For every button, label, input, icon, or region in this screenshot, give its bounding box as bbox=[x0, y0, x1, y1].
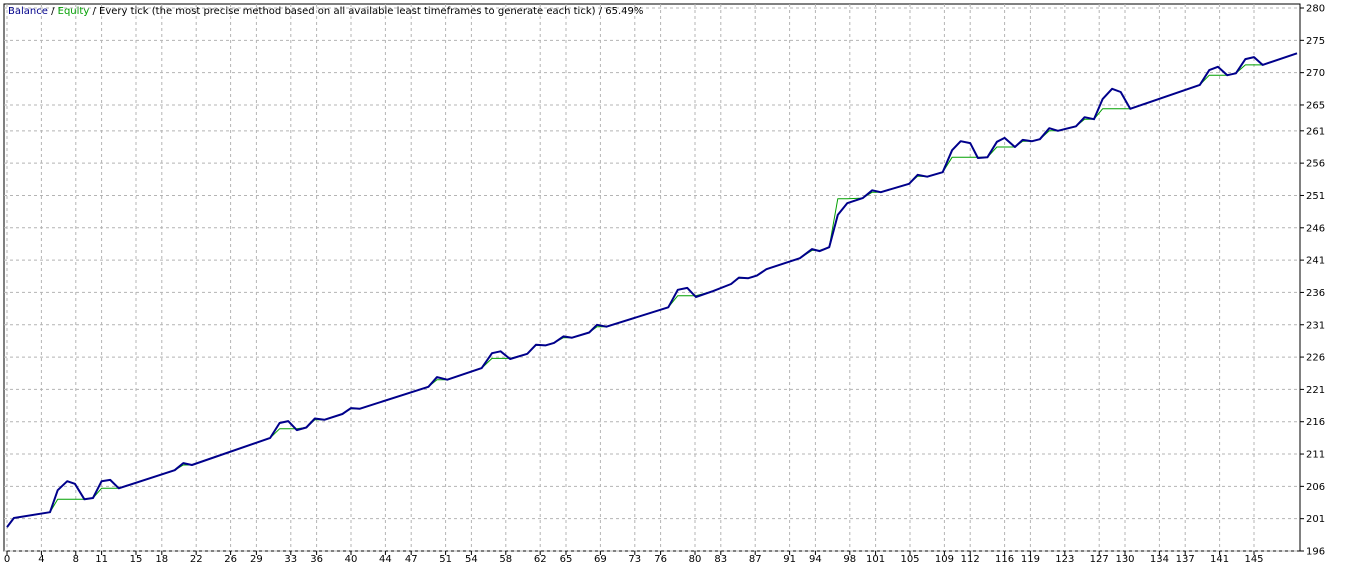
x-tick-label: 73 bbox=[628, 554, 641, 565]
x-tick-label: 51 bbox=[439, 554, 452, 565]
y-tick-label: 231 bbox=[1306, 320, 1325, 331]
x-tick-label: 123 bbox=[1055, 554, 1074, 565]
x-tick-label: 0 bbox=[4, 554, 10, 565]
x-tick-label: 29 bbox=[250, 554, 263, 565]
legend: Balance / Equity / Every tick (the most … bbox=[8, 6, 643, 17]
separator: / bbox=[598, 6, 603, 17]
x-tick-label: 40 bbox=[345, 554, 358, 565]
x-tick-label: 65 bbox=[560, 554, 573, 565]
series-line bbox=[6, 52, 1298, 528]
x-tick-label: 8 bbox=[73, 554, 79, 565]
x-tick-label: 98 bbox=[843, 554, 856, 565]
x-tick-label: 91 bbox=[783, 554, 796, 565]
legend-entry: Balance bbox=[8, 6, 48, 17]
y-tick-label: 261 bbox=[1306, 126, 1325, 137]
x-tick-label: 4 bbox=[38, 554, 44, 565]
x-tick-label: 18 bbox=[155, 554, 168, 565]
x-tick-label: 94 bbox=[809, 554, 822, 565]
separator: / bbox=[92, 6, 96, 17]
x-tick-label: 83 bbox=[714, 554, 727, 565]
x-tick-label: 69 bbox=[594, 554, 607, 565]
y-tick-label: 236 bbox=[1306, 288, 1325, 299]
y-tick-label: 216 bbox=[1306, 417, 1325, 428]
y-tick-label: 270 bbox=[1306, 68, 1325, 79]
y-tick-label: 251 bbox=[1306, 191, 1325, 202]
x-tick-label: 137 bbox=[1176, 554, 1195, 565]
subtitle: Every tick (the most precise method base… bbox=[99, 6, 596, 17]
x-tick-label: 119 bbox=[1021, 554, 1040, 565]
x-tick-label: 145 bbox=[1244, 554, 1263, 565]
x-tick-label: 36 bbox=[310, 554, 323, 565]
x-tick-label: 47 bbox=[405, 554, 418, 565]
x-tick-label: 22 bbox=[190, 554, 203, 565]
x-tick-label: 33 bbox=[284, 554, 297, 565]
y-tick-label: 211 bbox=[1306, 450, 1325, 461]
y-tick-label: 280 bbox=[1306, 4, 1325, 15]
legend-entry: Equity bbox=[57, 6, 90, 17]
x-tick-label: 11 bbox=[95, 554, 108, 565]
x-tick-label: 101 bbox=[866, 554, 885, 565]
y-tick-label: 196 bbox=[1306, 547, 1325, 558]
separator: / bbox=[51, 6, 55, 17]
x-tick-label: 116 bbox=[995, 554, 1014, 565]
y-tick-label: 246 bbox=[1306, 223, 1325, 234]
x-tick-label: 109 bbox=[935, 554, 954, 565]
y-tick-label: 221 bbox=[1306, 385, 1325, 396]
x-tick-label: 26 bbox=[224, 554, 237, 565]
x-tick-label: 58 bbox=[499, 554, 512, 565]
x-tick-label: 15 bbox=[130, 554, 143, 565]
x-tick-label: 141 bbox=[1210, 554, 1229, 565]
y-tick-label: 275 bbox=[1306, 36, 1325, 47]
x-tick-label: 127 bbox=[1090, 554, 1109, 565]
x-tick-label: 105 bbox=[900, 554, 919, 565]
x-tick-label: 134 bbox=[1150, 554, 1169, 565]
x-tick-label: 62 bbox=[534, 554, 547, 565]
y-tick-label: 241 bbox=[1306, 256, 1325, 267]
y-tick-label: 256 bbox=[1306, 159, 1325, 170]
quality: 65.49% bbox=[605, 6, 644, 17]
y-tick-label: 206 bbox=[1306, 482, 1325, 493]
x-tick-label: 112 bbox=[961, 554, 980, 565]
x-tick-label: 54 bbox=[465, 554, 478, 565]
y-tick-label: 265 bbox=[1306, 100, 1325, 111]
y-tick-label: 226 bbox=[1306, 353, 1325, 364]
x-tick-label: 87 bbox=[749, 554, 762, 565]
x-tick-label: 80 bbox=[689, 554, 702, 565]
x-tick-label: 76 bbox=[654, 554, 667, 565]
x-tick-label: 130 bbox=[1115, 554, 1134, 565]
y-tick-label: 201 bbox=[1306, 514, 1325, 525]
x-tick-label: 44 bbox=[379, 554, 392, 565]
plot-frame bbox=[3, 3, 1301, 552]
